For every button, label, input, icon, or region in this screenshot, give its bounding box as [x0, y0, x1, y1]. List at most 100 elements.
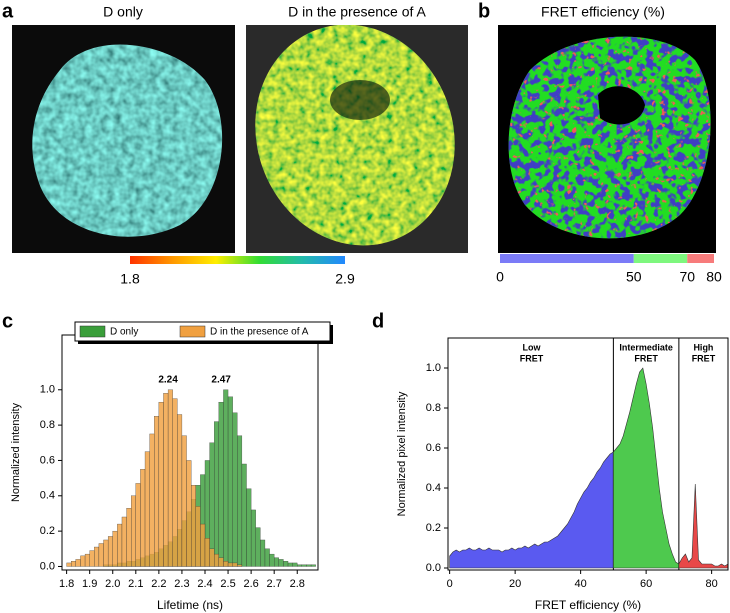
area: [678, 483, 729, 569]
histogram-bar: [107, 536, 113, 567]
histogram-bar: [227, 562, 233, 567]
legend-label: D in the presence of A: [210, 327, 309, 338]
histogram-bar: [200, 523, 206, 567]
x-tick-label: 2.8: [290, 578, 305, 590]
y-tick-label: 0.0: [426, 562, 441, 574]
x-tick-label: 2.3: [174, 578, 189, 590]
histogram-bar: [214, 553, 219, 567]
histogram-bar: [66, 562, 72, 567]
histogram-bar: [287, 562, 293, 567]
image-title: D only: [103, 4, 143, 20]
histogram-bar: [283, 561, 289, 567]
x-axis-label: Lifetime (ns): [157, 598, 223, 612]
y-tick-label: 0.4: [426, 482, 441, 494]
histogram-bar: [177, 414, 183, 567]
histogram-bar: [209, 548, 215, 567]
panel-label: c: [2, 310, 13, 332]
histogram-bar: [75, 559, 81, 567]
histogram-bar: [181, 435, 187, 567]
histogram-bar: [172, 398, 178, 567]
y-tick-label: 0.2: [40, 525, 55, 537]
histogram-bar: [232, 562, 238, 567]
histogram-bar: [158, 401, 164, 567]
histogram-bar: [163, 393, 169, 567]
histogram-bar: [297, 564, 303, 567]
nucleolus: [330, 80, 390, 120]
histogram-bar: [301, 564, 307, 567]
x-tick-label: 2.1: [128, 578, 143, 590]
y-tick-label: 1.0: [426, 362, 441, 374]
nucleus: [32, 44, 223, 237]
histogram-bar: [264, 548, 270, 567]
histogram-bar: [154, 416, 160, 567]
colorbar-tick-label: 70: [679, 269, 695, 285]
histogram-bar: [112, 530, 118, 567]
y-axis-label: Normalized pixel intensity: [396, 391, 408, 516]
histogram-bar: [121, 516, 127, 567]
histogram-bar: [191, 485, 196, 567]
x-tick-label: 20: [509, 578, 521, 590]
x-tick-label: 2.0: [105, 578, 120, 590]
y-tick-label: 0.8: [426, 402, 441, 414]
panel-label: b: [478, 0, 490, 22]
histogram-bar: [237, 564, 243, 567]
x-tick-label: 0: [447, 578, 453, 590]
histogram-bar: [135, 483, 141, 567]
histogram-bar: [80, 555, 86, 567]
legend-label: D only: [110, 327, 138, 338]
texture: [32, 44, 223, 237]
x-tick-label: 2.6: [243, 578, 258, 590]
x-axis-label: FRET efficiency (%): [535, 598, 641, 612]
histogram-bar: [103, 539, 109, 567]
image-title: FRET efficiency (%): [541, 4, 665, 20]
histogram-bar: [255, 527, 261, 567]
peak-label: 2.24: [158, 374, 178, 385]
histogram-bar: [292, 562, 298, 567]
region-label: High: [693, 342, 713, 352]
colorbar-segment: [687, 254, 714, 263]
hole: [598, 86, 645, 125]
y-tick-label: 0.0: [40, 560, 55, 572]
x-tick-label: 2.4: [197, 578, 212, 590]
panel-label: a: [2, 0, 14, 22]
histogram-bar: [241, 463, 247, 567]
nucleus: [508, 36, 711, 239]
histogram-bar: [278, 559, 284, 567]
area: [613, 367, 680, 569]
y-tick-label: 0.6: [426, 442, 441, 454]
colorbar-tick-label: 1.8: [120, 271, 140, 287]
x-tick-label: 1.8: [59, 578, 74, 590]
histogram-bar: [223, 389, 229, 567]
y-tick-label: 0.2: [426, 522, 441, 534]
area: [449, 451, 614, 569]
histogram-bar: [246, 488, 252, 567]
histogram-bar: [131, 495, 136, 567]
y-axis-label: Normalized intensity: [10, 402, 22, 502]
histogram-bar: [260, 539, 266, 567]
histogram-bar: [209, 442, 215, 567]
histogram-bar: [218, 557, 224, 567]
x-tick-label: 2.2: [151, 578, 166, 590]
x-tick-label: 1.9: [82, 578, 97, 590]
histogram-bar: [274, 557, 279, 567]
histogram-bar: [214, 421, 219, 567]
histogram-bar: [310, 564, 316, 567]
y-tick-label: 0.6: [40, 454, 55, 466]
histogram-bar: [167, 389, 173, 567]
histogram-bar: [144, 451, 150, 567]
x-tick-label: 2.5: [220, 578, 235, 590]
histogram-bar: [269, 553, 275, 567]
histogram-bar: [223, 561, 229, 567]
region-label: FRET: [692, 353, 716, 363]
x-tick-label: 60: [640, 578, 652, 590]
peak-label: 2.47: [211, 374, 231, 385]
histogram-bar: [250, 509, 256, 567]
high-fret: [508, 36, 711, 239]
histogram-bar: [186, 460, 192, 567]
histogram-bar: [94, 546, 100, 567]
histogram-bar: [306, 564, 312, 567]
histogram-bar: [89, 550, 95, 567]
histogram-bar: [232, 412, 238, 567]
image-title: D in the presence of A: [288, 4, 426, 20]
